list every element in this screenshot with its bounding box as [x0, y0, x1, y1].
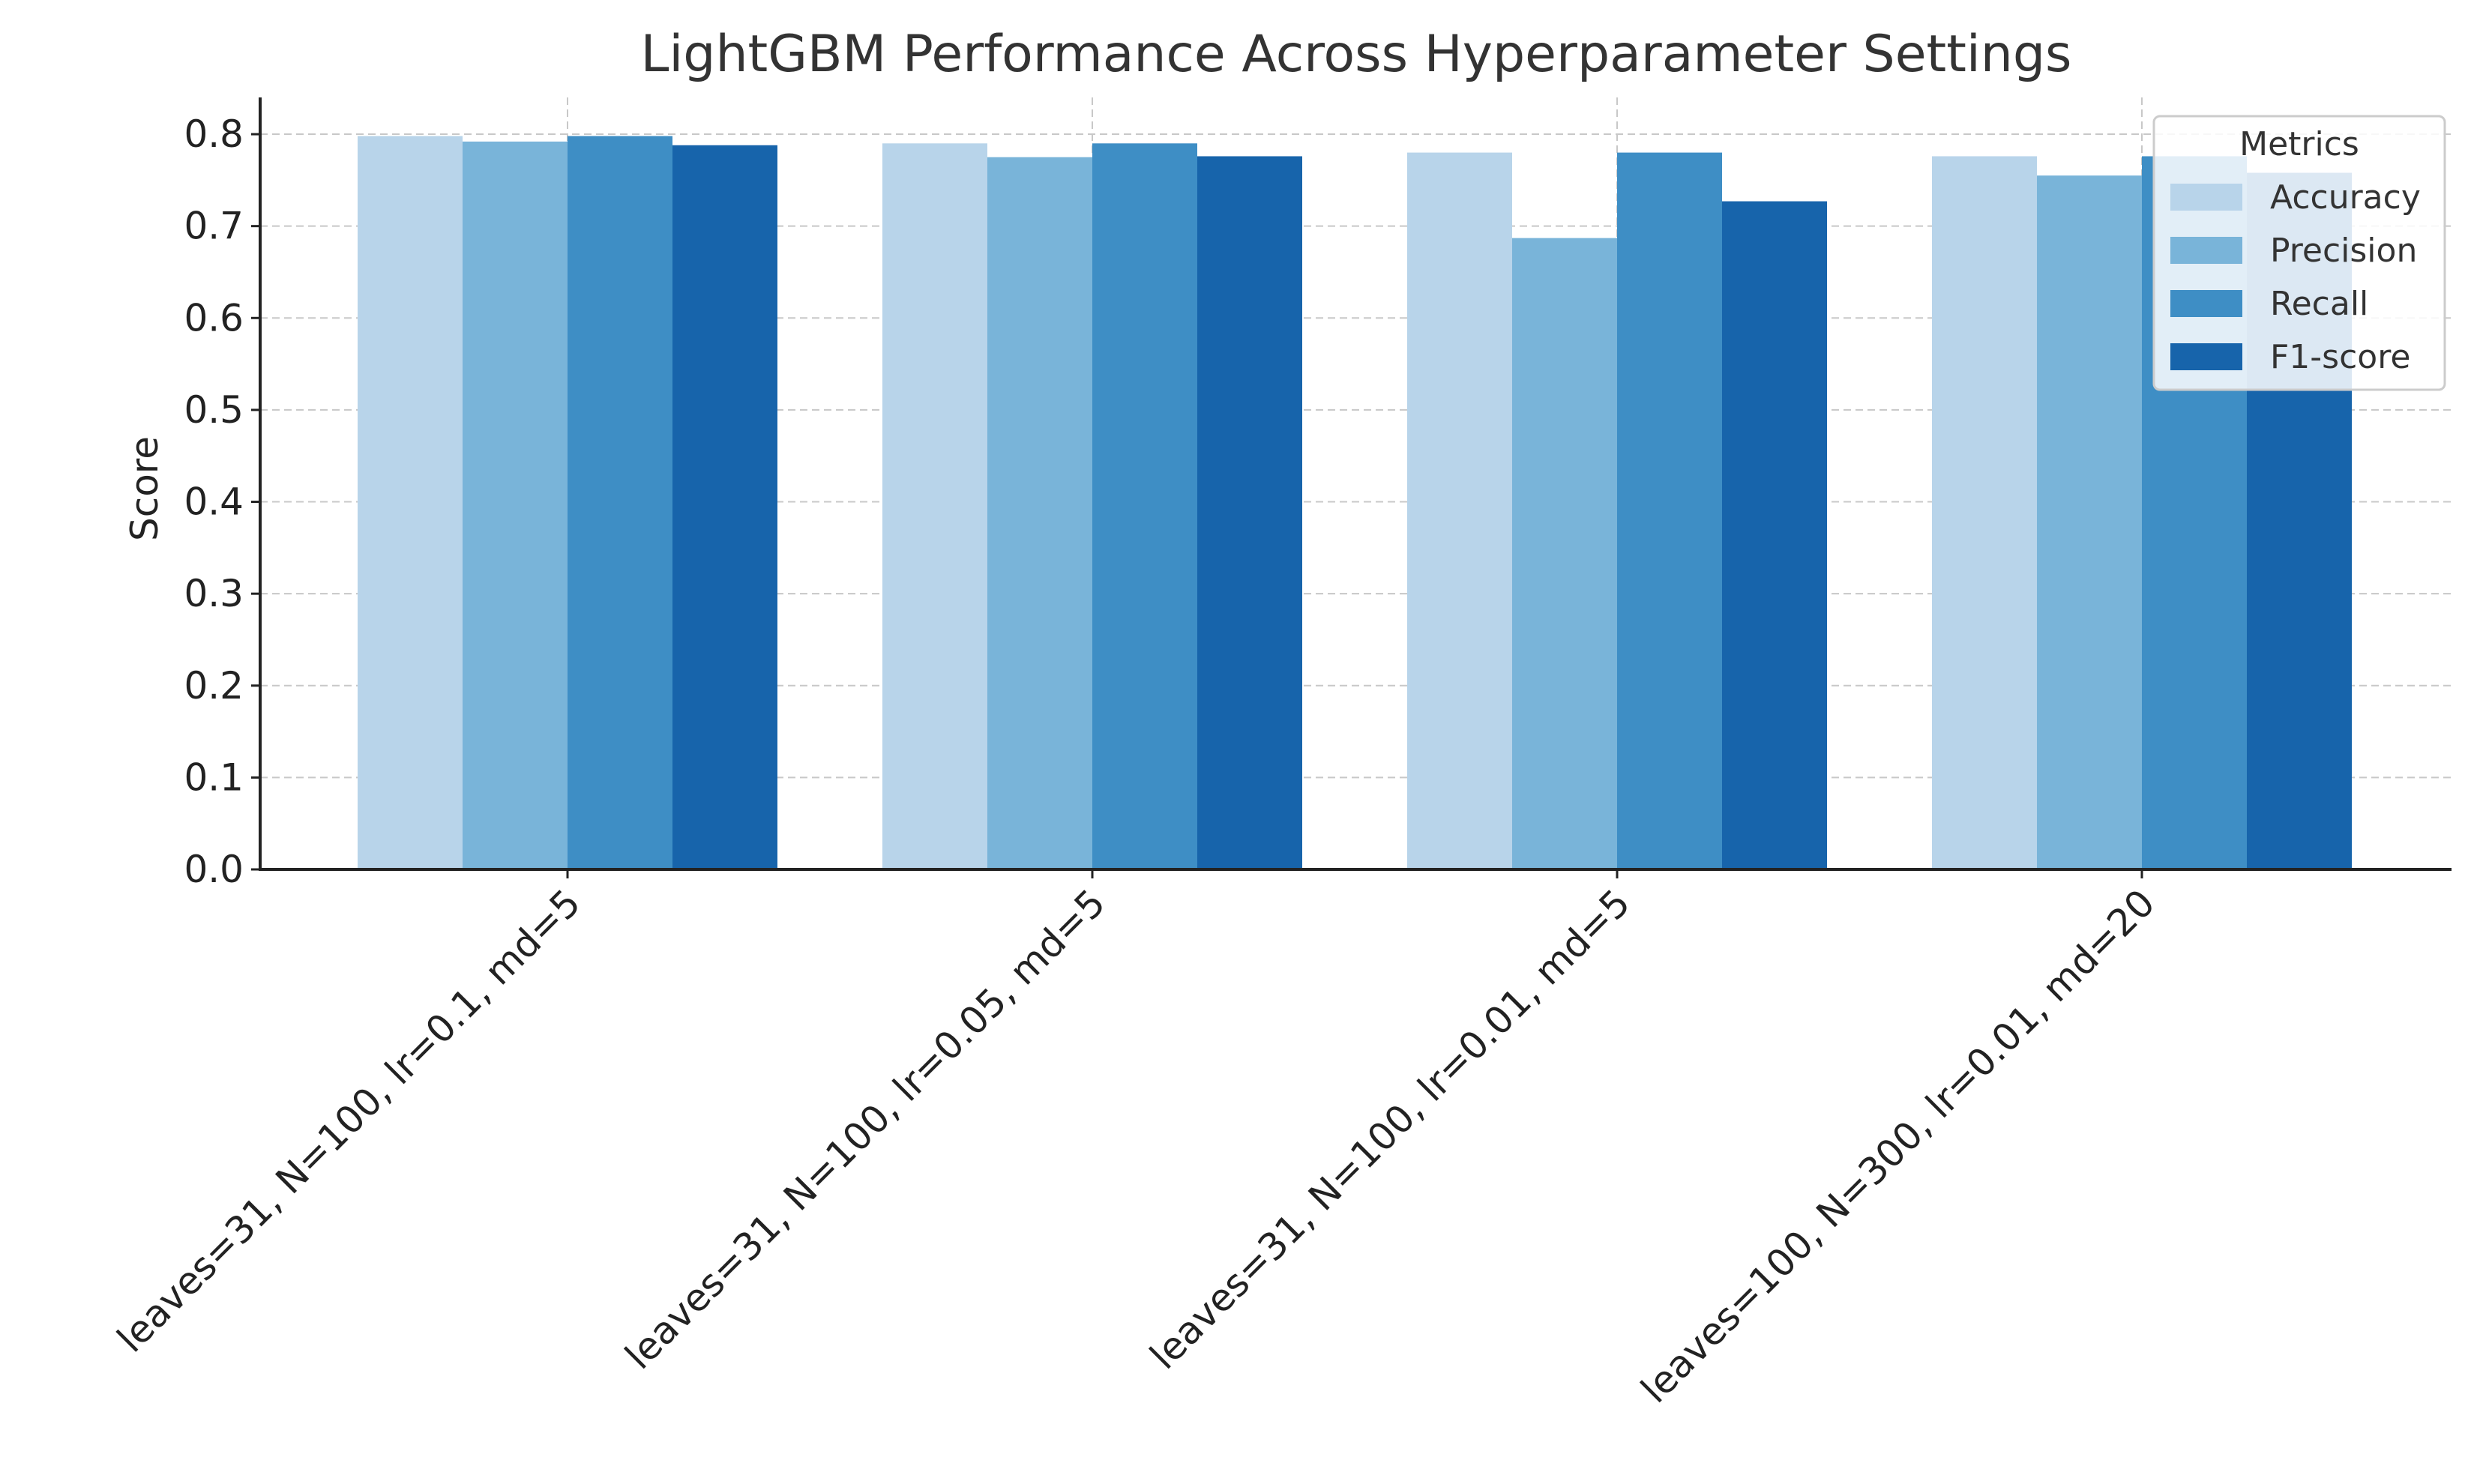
legend-swatch-f1-score — [2170, 343, 2242, 370]
legend-swatch-precision — [2170, 237, 2242, 264]
y-tick-label: 0.0 — [184, 848, 244, 891]
y-tick-label: 0.2 — [184, 664, 244, 708]
bar-accuracy-2 — [1407, 152, 1512, 870]
x-ticks: leaves=31, N=100, lr=0.1, md=5 leaves=31,… — [109, 869, 2163, 1411]
bar-accuracy-0 — [358, 136, 463, 869]
bar-recall-1 — [1092, 143, 1197, 870]
legend-label: Recall — [2270, 285, 2368, 323]
y-tick-label: 0.6 — [184, 296, 244, 340]
bar-precision-3 — [2037, 175, 2142, 869]
x-tick-label: leaves=31, N=100, lr=0.01, md=5 — [1142, 881, 1639, 1378]
legend-label: Accuracy — [2270, 178, 2421, 217]
y-axis-label: Score — [123, 436, 166, 541]
chart-title: LightGBM Performance Across Hyperparamet… — [641, 25, 2072, 84]
y-tick-label: 0.1 — [184, 755, 244, 799]
bar-recall-0 — [568, 136, 672, 869]
y-tick-label: 0.7 — [184, 205, 244, 248]
legend-title: Metrics — [2239, 125, 2359, 163]
legend-swatch-accuracy — [2170, 184, 2242, 211]
bar-accuracy-3 — [1932, 156, 2037, 869]
bar-recall-2 — [1617, 152, 1722, 870]
x-tick-label: leaves=100, N=300, lr=0.01, md=20 — [1633, 881, 2164, 1411]
legend-label: F1-score — [2270, 338, 2410, 376]
x-tick-label: leaves=31, N=100, lr=0.1, md=5 — [109, 881, 589, 1360]
bars-layer — [358, 136, 2352, 870]
bar-f1-score-0 — [672, 145, 777, 869]
legend: Metrics Accuracy Precision Recall F1-score — [2152, 115, 2446, 391]
y-ticks: 0.0 0.1 0.2 0.3 0.4 0.5 0.6 0.7 0.8 — [184, 112, 260, 891]
legend-swatch-recall — [2170, 290, 2242, 317]
y-tick-label: 0.8 — [184, 112, 244, 156]
bar-precision-2 — [1512, 238, 1617, 869]
y-tick-label: 0.5 — [184, 388, 244, 432]
y-tick-label: 0.3 — [184, 572, 244, 615]
bar-f1-score-1 — [1197, 156, 1302, 869]
bar-precision-1 — [987, 157, 1092, 869]
bar-accuracy-1 — [882, 143, 987, 870]
bar-precision-0 — [463, 141, 568, 869]
x-tick-label: leaves=31, N=100, lr=0.05, md=5 — [617, 881, 1114, 1378]
y-tick-label: 0.4 — [184, 480, 244, 524]
legend-label: Precision — [2270, 232, 2417, 270]
bar-f1-score-2 — [1722, 201, 1827, 869]
